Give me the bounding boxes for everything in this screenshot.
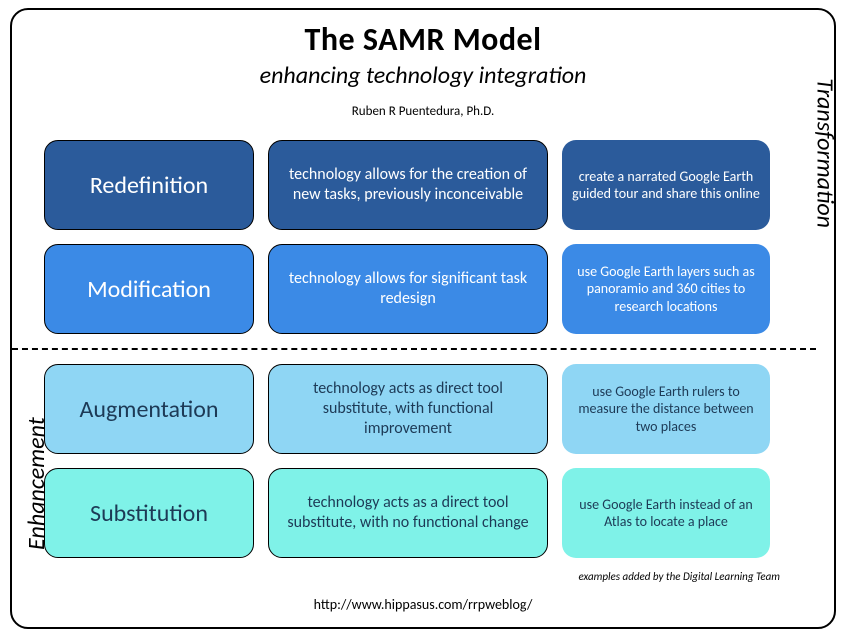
level-desc: technology acts as a direct tool substit…	[268, 468, 548, 558]
page-subtitle: enhancing technology integration	[12, 61, 834, 90]
transformation-label: Transformation	[811, 78, 840, 228]
level-example: create a narrated Google Earth guided to…	[562, 140, 770, 230]
level-desc: technology acts as direct tool substitut…	[268, 364, 548, 454]
row-substitution: Substitution technology acts as a direct…	[44, 468, 784, 558]
samr-grid: Redefinition technology allows for the c…	[44, 140, 784, 572]
page-title: The SAMR Model	[12, 20, 834, 59]
level-example: use Google Earth layers such as panorami…	[562, 244, 770, 334]
row-redefinition: Redefinition technology allows for the c…	[44, 140, 784, 230]
footer-url: http://www.hippasus.com/rrpweblog/	[12, 596, 834, 613]
level-name: Substitution	[44, 468, 254, 558]
level-name: Augmentation	[44, 364, 254, 454]
row-augmentation: Augmentation technology acts as direct t…	[44, 364, 784, 454]
level-example: use Google Earth instead of an Atlas to …	[562, 468, 770, 558]
diagram-frame: The SAMR Model enhancing technology inte…	[10, 8, 836, 629]
row-modification: Modification technology allows for signi…	[44, 244, 784, 334]
examples-credit: examples added by the Digital Learning T…	[578, 570, 780, 583]
author-label: Ruben R Puentedura, Ph.D.	[12, 104, 834, 119]
level-example: use Google Earth rulers to measure the d…	[562, 364, 770, 454]
level-name: Modification	[44, 244, 254, 334]
level-name: Redefinition	[44, 140, 254, 230]
level-desc: technology allows for significant task r…	[268, 244, 548, 334]
section-divider	[12, 348, 816, 350]
level-desc: technology allows for the creation of ne…	[268, 140, 548, 230]
